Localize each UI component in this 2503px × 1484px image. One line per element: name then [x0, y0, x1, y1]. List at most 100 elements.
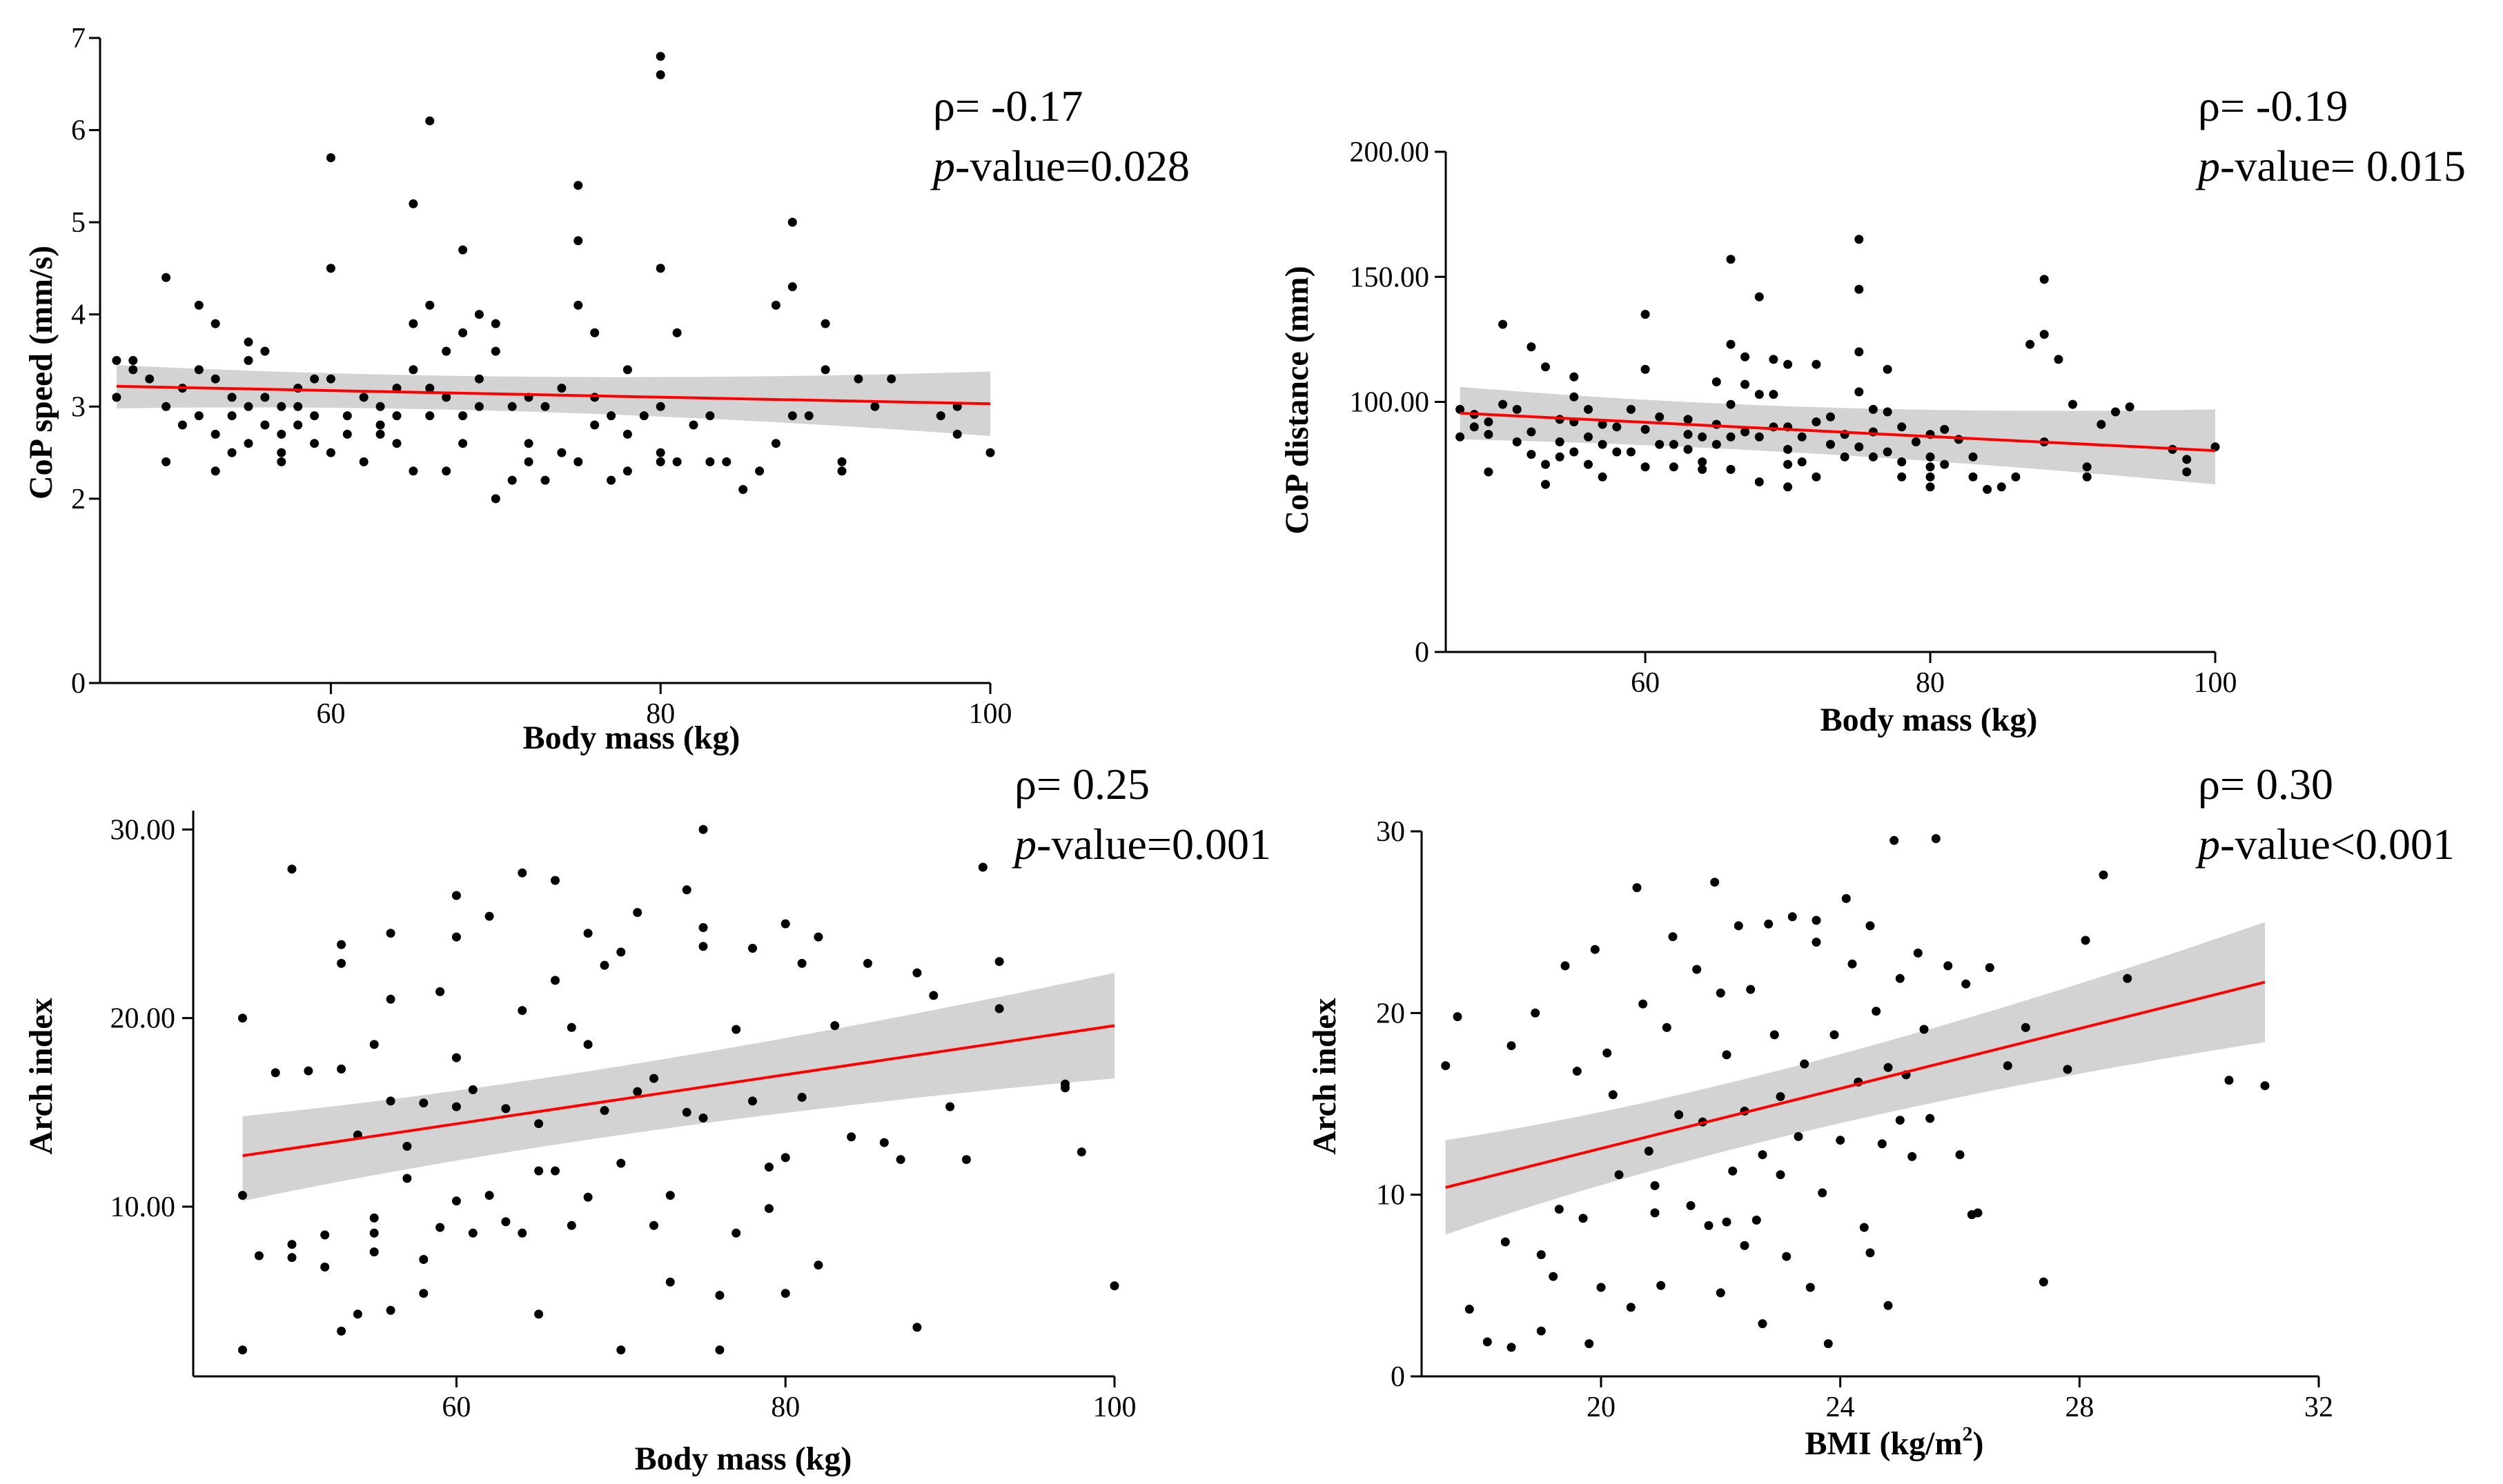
data-point: [1569, 392, 1579, 402]
data-point: [551, 976, 560, 985]
data-point: [1626, 447, 1636, 457]
scatter-points-b: [1455, 235, 2220, 494]
data-point: [425, 411, 435, 421]
data-point: [616, 1345, 626, 1355]
data-point: [1555, 437, 1564, 446]
data-point: [1512, 404, 1522, 414]
data-point: [616, 1158, 626, 1168]
data-point: [320, 1263, 330, 1272]
data-point: [1527, 427, 1536, 437]
data-point: [567, 1022, 576, 1032]
y-tick-label-a: 0: [71, 668, 86, 700]
confidence-band-d: [1445, 922, 2265, 1235]
y-tick-label-b: 150.00: [1350, 261, 1430, 293]
data-point: [1469, 422, 1479, 432]
data-point: [1943, 961, 1953, 971]
data-point: [715, 1345, 725, 1355]
data-point: [227, 393, 237, 402]
data-point: [797, 1093, 807, 1102]
rho-annotation-d: ρ= 0.30: [2198, 760, 2333, 809]
data-point: [787, 411, 797, 421]
data-point: [145, 374, 155, 384]
data-point: [1584, 459, 1593, 469]
data-point: [2125, 402, 2134, 412]
data-point: [293, 420, 303, 430]
data-point: [1931, 834, 1941, 843]
p-value-text-a: -value=0.028: [955, 141, 1190, 190]
data-point: [1650, 1181, 1660, 1190]
data-point: [2003, 1061, 2012, 1071]
data-point: [1911, 437, 1921, 446]
confidence-band-shape-c: [242, 973, 1115, 1201]
data-point: [573, 236, 583, 246]
data-point: [1740, 427, 1750, 437]
x-tick-label-c: 100: [1093, 1392, 1137, 1423]
data-point: [1598, 472, 1607, 482]
data-point: [1698, 432, 1707, 442]
data-point: [326, 448, 335, 457]
p-italic-b: p: [2195, 141, 2220, 190]
data-point: [2054, 355, 2063, 364]
x-tick-label-d: 20: [1587, 1392, 1616, 1423]
x-tick-label-b: 80: [1916, 667, 1945, 699]
data-point: [491, 319, 500, 328]
x-axis-label-b: Body mass (kg): [1820, 702, 2038, 738]
p-value-text-b: -value= 0.015: [2220, 141, 2466, 190]
data-point: [622, 429, 632, 439]
x-axis-label-d-sup: 2: [1963, 1423, 1973, 1445]
data-point: [1722, 1050, 1731, 1060]
data-point: [945, 1102, 955, 1111]
data-point: [698, 942, 708, 951]
data-point: [1455, 404, 1465, 414]
data-point: [386, 1096, 395, 1106]
data-point: [732, 1025, 741, 1034]
data-point: [227, 411, 237, 421]
data-point: [1686, 1201, 1696, 1210]
data-point: [607, 411, 616, 421]
data-point: [277, 402, 286, 411]
data-point: [1541, 459, 1550, 469]
data-point: [1889, 835, 1899, 845]
y-tick-label-d: 0: [1391, 1361, 1405, 1393]
data-point: [1734, 921, 1743, 931]
data-point: [1464, 1305, 1474, 1314]
data-point: [797, 958, 807, 968]
data-point: [1872, 1007, 1881, 1016]
data-point: [1754, 432, 1764, 442]
data-point: [1506, 1343, 1516, 1352]
x-axis-label-d: BMI (kg/m2): [1805, 1423, 1984, 1462]
data-point: [210, 374, 220, 384]
x-tick-label-d: 32: [2304, 1392, 2333, 1423]
data-point: [474, 402, 484, 411]
data-point: [128, 356, 138, 365]
data-point: [1638, 999, 1648, 1009]
data-point: [507, 402, 517, 411]
data-point: [1967, 1210, 1976, 1220]
data-point: [1812, 472, 1821, 482]
data-point: [551, 875, 560, 885]
data-point: [1854, 387, 1864, 397]
y-tick-label-a: 4: [71, 299, 86, 331]
data-point: [435, 1223, 445, 1232]
data-point: [557, 384, 567, 393]
data-point: [994, 1004, 1004, 1013]
data-point: [501, 1104, 511, 1114]
x-tick-label-c: 60: [442, 1392, 471, 1423]
data-point: [194, 411, 204, 421]
confidence-band-b: [1460, 386, 2215, 485]
data-point: [419, 1098, 429, 1108]
data-point: [1584, 1339, 1594, 1349]
data-point: [2224, 1076, 2234, 1085]
data-point: [238, 1191, 247, 1200]
axes-c: 60 80 100 10.00 20.00 30.00: [110, 811, 1137, 1423]
fit-line-a: [116, 384, 991, 406]
data-point: [409, 365, 418, 375]
confidence-band-shape-d: [1445, 922, 2265, 1235]
scatter-points-a: [112, 52, 995, 504]
data-point: [409, 466, 418, 476]
data-point: [1776, 1092, 1785, 1101]
data-point: [567, 1220, 576, 1230]
data-point: [748, 944, 757, 953]
data-point: [375, 402, 385, 411]
data-point: [2021, 1022, 2030, 1032]
